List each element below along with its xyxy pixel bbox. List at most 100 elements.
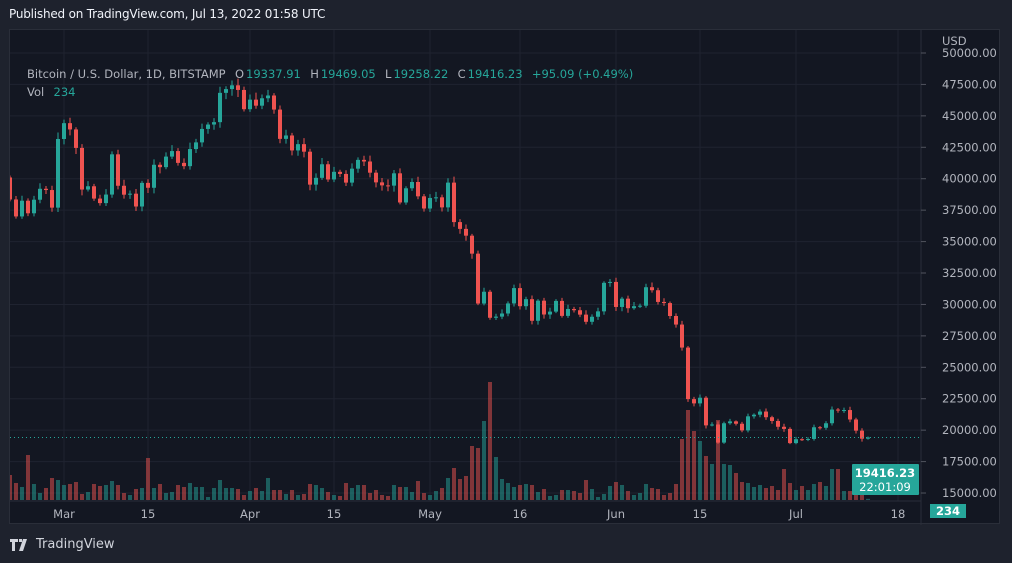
candle[interactable] bbox=[770, 415, 774, 424]
tradingview-logo[interactable]: TradingView bbox=[10, 537, 115, 552]
candle[interactable] bbox=[530, 295, 534, 325]
candle[interactable] bbox=[842, 407, 846, 413]
candle[interactable] bbox=[164, 152, 168, 170]
candle[interactable] bbox=[680, 320, 684, 351]
candle[interactable] bbox=[92, 183, 96, 201]
candle[interactable] bbox=[464, 224, 468, 241]
candle[interactable] bbox=[524, 296, 528, 310]
candle[interactable] bbox=[62, 119, 66, 145]
candle[interactable] bbox=[560, 297, 564, 318]
candle[interactable] bbox=[158, 162, 162, 174]
candle[interactable] bbox=[110, 151, 114, 198]
candle[interactable] bbox=[194, 138, 198, 153]
candle[interactable] bbox=[266, 89, 270, 103]
candle[interactable] bbox=[14, 195, 18, 219]
candle[interactable] bbox=[572, 306, 576, 313]
candle[interactable] bbox=[392, 170, 396, 192]
candle[interactable] bbox=[122, 179, 126, 199]
candle[interactable] bbox=[278, 105, 282, 144]
candle[interactable] bbox=[836, 408, 840, 413]
candle[interactable] bbox=[344, 170, 348, 186]
candle[interactable] bbox=[188, 142, 192, 170]
candle[interactable] bbox=[152, 159, 156, 194]
candle[interactable] bbox=[284, 129, 288, 144]
candle[interactable] bbox=[356, 157, 360, 173]
candle[interactable] bbox=[722, 421, 726, 444]
candle[interactable] bbox=[386, 179, 390, 192]
candle[interactable] bbox=[350, 163, 354, 187]
candle[interactable] bbox=[644, 283, 648, 308]
candle[interactable] bbox=[656, 287, 660, 305]
candle[interactable] bbox=[614, 277, 618, 311]
candle[interactable] bbox=[248, 94, 252, 112]
candle[interactable] bbox=[536, 299, 540, 325]
candle[interactable] bbox=[86, 181, 90, 192]
symbol-title[interactable]: Bitcoin / U.S. Dollar, 1D, BITSTAMP bbox=[27, 67, 226, 81]
candle[interactable] bbox=[776, 418, 780, 430]
candle[interactable] bbox=[542, 297, 546, 319]
candle[interactable] bbox=[764, 408, 768, 420]
candle[interactable] bbox=[368, 155, 372, 178]
candle[interactable] bbox=[548, 307, 552, 319]
candle[interactable] bbox=[458, 219, 462, 234]
candle[interactable] bbox=[500, 309, 504, 320]
candle[interactable] bbox=[494, 313, 498, 320]
candle[interactable] bbox=[116, 149, 120, 190]
candle[interactable] bbox=[362, 155, 366, 167]
candle[interactable] bbox=[668, 301, 672, 319]
candle[interactable] bbox=[758, 409, 762, 418]
candle[interactable] bbox=[272, 93, 276, 114]
candle[interactable] bbox=[662, 298, 666, 306]
candle[interactable] bbox=[446, 178, 450, 212]
candle[interactable] bbox=[50, 185, 54, 212]
candle[interactable] bbox=[650, 282, 654, 293]
candle[interactable] bbox=[338, 169, 342, 177]
candle[interactable] bbox=[860, 428, 864, 442]
candle[interactable] bbox=[260, 94, 264, 110]
candle[interactable] bbox=[848, 406, 852, 423]
candle[interactable] bbox=[422, 193, 426, 212]
candle[interactable] bbox=[242, 86, 246, 112]
candle[interactable] bbox=[830, 406, 834, 426]
candle[interactable] bbox=[104, 189, 108, 206]
candle[interactable] bbox=[470, 233, 474, 259]
candle[interactable] bbox=[512, 284, 516, 307]
candle[interactable] bbox=[182, 158, 186, 170]
candle[interactable] bbox=[80, 144, 84, 196]
candle[interactable] bbox=[410, 178, 414, 191]
candle[interactable] bbox=[56, 132, 60, 213]
candle[interactable] bbox=[716, 421, 720, 444]
candle[interactable] bbox=[476, 250, 480, 306]
candle[interactable] bbox=[506, 301, 510, 317]
candle[interactable] bbox=[32, 195, 36, 217]
candle[interactable] bbox=[806, 437, 810, 442]
candle[interactable] bbox=[824, 421, 828, 430]
candle[interactable] bbox=[398, 168, 402, 205]
candle[interactable] bbox=[782, 423, 786, 432]
candle[interactable] bbox=[728, 418, 732, 425]
candle[interactable] bbox=[686, 345, 690, 402]
candle[interactable] bbox=[734, 420, 738, 426]
candle[interactable] bbox=[170, 145, 174, 160]
candle[interactable] bbox=[590, 314, 594, 325]
candle[interactable] bbox=[20, 195, 24, 219]
candle[interactable] bbox=[566, 304, 570, 318]
candle[interactable] bbox=[434, 191, 438, 202]
candle[interactable] bbox=[710, 422, 714, 427]
candle[interactable] bbox=[692, 396, 696, 407]
candle[interactable] bbox=[128, 190, 132, 199]
chart-pane[interactable]: 50000.00 47500.00 45000.00 42500.00 40000.00… bbox=[9, 29, 1000, 525]
candle[interactable] bbox=[596, 307, 600, 320]
candle[interactable] bbox=[98, 194, 102, 206]
candle[interactable] bbox=[290, 132, 294, 156]
candle[interactable] bbox=[68, 117, 72, 136]
candle[interactable] bbox=[788, 427, 792, 445]
candle[interactable] bbox=[404, 186, 408, 205]
candle[interactable] bbox=[224, 86, 228, 100]
candle[interactable] bbox=[602, 281, 606, 315]
candle[interactable] bbox=[236, 78, 240, 98]
candle[interactable] bbox=[584, 310, 588, 325]
candle[interactable] bbox=[608, 279, 612, 287]
candle[interactable] bbox=[212, 118, 216, 130]
candle[interactable] bbox=[326, 160, 330, 182]
